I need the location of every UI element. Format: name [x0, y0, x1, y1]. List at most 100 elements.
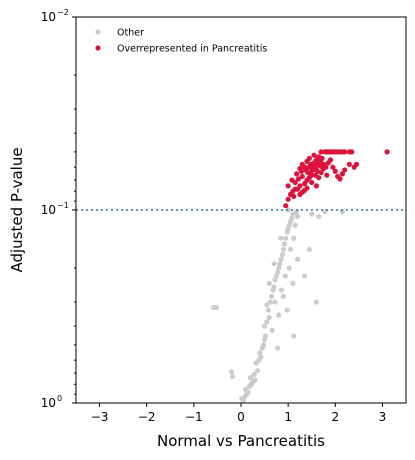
point-overrepresented	[339, 171, 345, 177]
point-overrepresented	[312, 172, 319, 178]
point-overrepresented	[349, 149, 355, 155]
point-other	[284, 307, 290, 313]
point-other	[283, 235, 289, 241]
point-overrepresented	[283, 203, 289, 209]
point-overrepresented	[353, 161, 360, 167]
point-overrepresented	[317, 163, 323, 169]
point-overrepresented	[304, 158, 310, 164]
point-other	[265, 307, 271, 313]
point-overrepresented	[337, 176, 343, 182]
point-other	[266, 314, 272, 320]
point-overrepresented	[327, 157, 334, 163]
point-other	[282, 273, 288, 279]
point-other	[254, 368, 261, 374]
point-overrepresented	[319, 155, 325, 161]
point-overrepresented	[342, 149, 348, 155]
point-other	[290, 211, 296, 217]
point-overrepresented	[324, 172, 330, 178]
point-other	[278, 256, 284, 262]
point-other	[302, 273, 308, 279]
point-other	[261, 323, 268, 329]
x-tick-label: 2	[331, 410, 339, 424]
y-tick-exponent: −2	[57, 8, 69, 17]
point-other	[264, 319, 270, 325]
point-other	[271, 261, 277, 267]
point-other	[272, 299, 278, 305]
y-tick-exponent: −1	[57, 201, 69, 210]
point-other	[228, 369, 235, 375]
point-other	[278, 287, 285, 293]
point-overrepresented	[299, 173, 305, 180]
point-other	[262, 333, 269, 339]
x-tick-label: 0	[237, 410, 245, 424]
point-overrepresented	[318, 149, 324, 155]
point-other	[280, 246, 287, 252]
point-overrepresented	[310, 163, 316, 169]
point-other	[291, 235, 297, 241]
point-overrepresented	[299, 161, 305, 167]
point-other	[258, 354, 264, 360]
point-other	[252, 377, 258, 383]
legend: Other Overrepresented in Pancreatitis	[95, 28, 267, 55]
points-layer	[211, 149, 390, 404]
x-axis-title: Normal vs Pancreatitis	[157, 432, 325, 450]
point-other	[213, 304, 220, 311]
point-overrepresented	[306, 175, 312, 181]
point-overrepresented	[309, 179, 315, 186]
point-overrepresented	[314, 168, 320, 174]
point-other	[275, 269, 281, 275]
point-other	[271, 284, 277, 290]
point-other	[279, 251, 286, 258]
point-other	[273, 273, 279, 279]
point-overrepresented	[346, 161, 353, 167]
point-other	[269, 293, 275, 299]
point-other	[286, 265, 292, 271]
point-other	[292, 222, 298, 228]
y-tick-exponent: 0	[57, 394, 62, 403]
point-other	[266, 280, 272, 286]
point-overrepresented	[291, 193, 297, 199]
y-tick-label: 10	[41, 203, 56, 217]
point-other	[287, 246, 294, 252]
x-axis-ticks: −3 −2 −1 0 1 2 3	[91, 403, 386, 424]
point-other	[306, 246, 312, 252]
point-other	[257, 350, 263, 356]
point-other	[281, 241, 287, 247]
point-other	[313, 299, 320, 305]
point-other	[289, 215, 295, 221]
point-other	[294, 213, 301, 220]
x-tick-label: −1	[185, 410, 203, 424]
point-overrepresented	[304, 185, 310, 191]
point-other	[243, 386, 249, 392]
point-overrepresented	[285, 183, 291, 189]
point-overrepresented	[384, 149, 390, 155]
point-other	[280, 293, 287, 299]
legend-label-other: Other	[117, 28, 144, 39]
point-other	[277, 261, 283, 267]
point-overrepresented	[297, 165, 303, 172]
point-overrepresented	[294, 171, 300, 177]
point-overrepresented	[323, 164, 329, 170]
point-overrepresented	[330, 164, 336, 170]
point-other	[251, 371, 257, 377]
point-other	[290, 280, 296, 286]
point-overrepresented	[297, 183, 303, 189]
point-overrepresented	[302, 181, 308, 187]
point-overrepresented	[292, 186, 298, 192]
point-other	[276, 265, 282, 271]
point-other	[316, 213, 322, 220]
point-other	[229, 374, 236, 380]
point-other	[247, 375, 254, 381]
x-tick-label: 1	[284, 410, 292, 424]
point-overrepresented	[332, 168, 338, 174]
point-overrepresented	[311, 152, 317, 158]
point-overrepresented	[285, 196, 291, 202]
point-overrepresented	[308, 169, 314, 176]
point-other	[275, 345, 281, 351]
x-tick-label: −2	[138, 410, 156, 424]
point-other	[291, 333, 297, 339]
legend-marker-other	[95, 29, 101, 35]
point-overrepresented	[292, 179, 298, 186]
point-other	[269, 327, 275, 333]
